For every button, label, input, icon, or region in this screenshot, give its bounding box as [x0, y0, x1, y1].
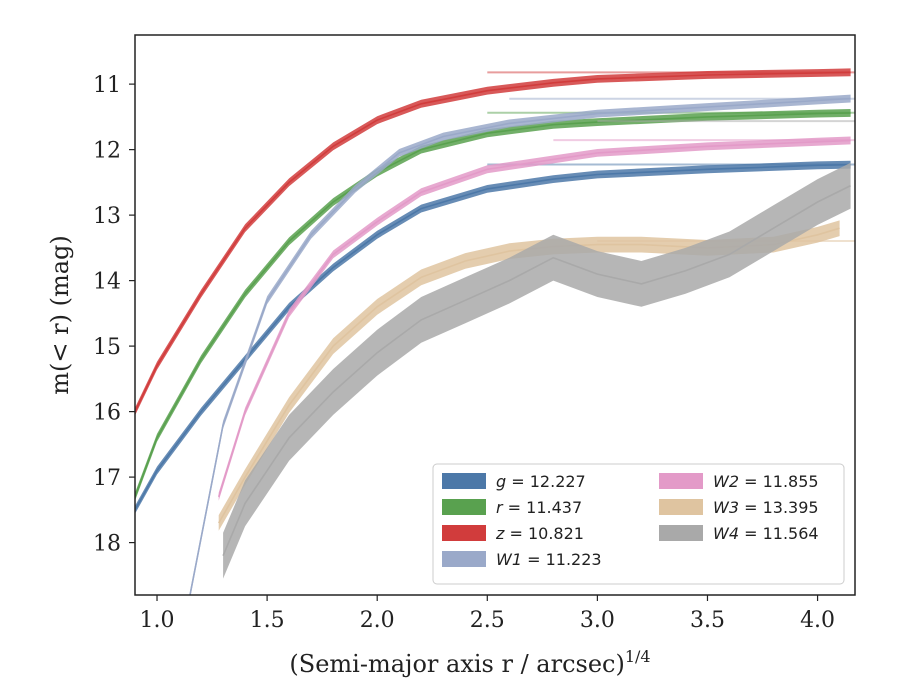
y-tick-label: 15 [93, 335, 121, 360]
legend-label-w4: W4 = 11.564 [713, 524, 819, 543]
band-w2 [218, 136, 851, 501]
y-tick-label: 17 [93, 466, 121, 491]
plot-frame [134, 34, 856, 596]
line-r [135, 112, 851, 498]
y-tick-label: 14 [93, 270, 121, 295]
legend-swatch-g [442, 473, 486, 489]
x-tick-label: 2.0 [360, 608, 395, 633]
y-tick-label: 13 [93, 204, 121, 229]
x-tick-label: 4.0 [800, 608, 835, 633]
x-axis-label-superscript: 1/4 [625, 647, 651, 666]
legend-swatch-w1 [442, 551, 486, 567]
y-tick-label: 12 [93, 139, 121, 164]
line-w4 [222, 184, 851, 557]
x-tick-label: 1.0 [140, 608, 175, 633]
band-w3 [218, 220, 840, 531]
ticks-layer: 1.0 1.5 2.0 2.5 3.0 3.5 4.0 11 12 13 14 15 16 17 18 [93, 73, 835, 633]
legend-label-z: z = 10.821 [495, 524, 584, 543]
x-tick-label: 3.0 [580, 608, 615, 633]
band-g [135, 160, 851, 514]
line-w1 [189, 97, 851, 595]
x-axis-label: (Semi-major axis r / arcsec)1/4 [289, 647, 650, 678]
legend-label-r: r = 11.437 [496, 498, 582, 517]
legend-swatch-w3 [659, 499, 703, 515]
y-axis-label: m(< r) (mag) [46, 235, 74, 394]
y-tick-label: 16 [93, 401, 121, 426]
series-layer [135, 68, 855, 595]
legend-swatch-r [442, 499, 486, 515]
x-tick-label: 2.5 [470, 608, 505, 633]
y-tick-label: 18 [93, 532, 121, 557]
legend: g = 12.227 r = 11.437 z = 10.821 W1 = 11.22… [432, 463, 845, 585]
legend-label-w1: W1 = 11.223 [496, 550, 602, 569]
legend-label-w3: W3 = 13.395 [713, 498, 819, 517]
x-tick-label: 3.5 [690, 608, 725, 633]
legend-swatch-w2 [659, 473, 703, 489]
line-g [135, 163, 851, 511]
legend-label-g: g = 12.227 [496, 472, 586, 491]
legend-swatch-w4 [659, 525, 703, 541]
y-tick-label: 11 [93, 73, 121, 98]
band-w4 [223, 162, 851, 579]
legend-swatch-z [442, 525, 486, 541]
legend-box [432, 463, 845, 585]
line-w2 [217, 139, 851, 498]
line-z [135, 71, 851, 412]
x-tick-label: 1.5 [250, 608, 285, 633]
legend-label-w2: W2 = 11.855 [713, 472, 819, 491]
